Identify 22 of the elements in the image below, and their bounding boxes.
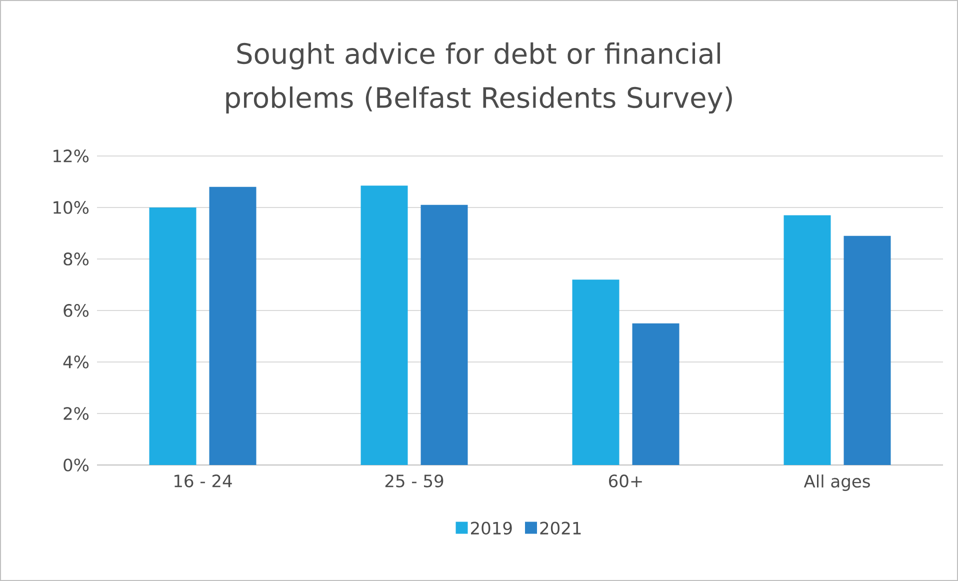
x-tick-label: 16 - 24 <box>174 474 232 488</box>
x-tick-label: 25 - 59 <box>385 474 444 488</box>
y-tick-label: 4% <box>63 356 89 368</box>
y-tick-label: 10% <box>54 201 89 214</box>
y-tick-label: 6% <box>64 304 89 317</box>
legend-label: 2021 <box>540 522 581 535</box>
chart-title: Sought advice for debt or financial problems (Belfast Residents Survey) <box>226 42 732 114</box>
y-tick-label: 0% <box>64 458 89 472</box>
bar <box>572 280 620 465</box>
legend-label: 2019 <box>471 522 512 535</box>
bar <box>209 186 256 465</box>
y-tick-label: 8% <box>64 252 89 266</box>
bar <box>149 207 196 465</box>
x-tick-label: 60+ <box>609 474 642 488</box>
bar <box>632 323 680 465</box>
bar <box>360 186 408 465</box>
y-tick-label: 12% <box>54 150 89 162</box>
y-tick-label: 2% <box>64 407 89 420</box>
bar <box>784 215 831 465</box>
bar <box>844 236 891 465</box>
x-tick-label: All ages <box>804 474 870 491</box>
bar <box>420 204 468 465</box>
